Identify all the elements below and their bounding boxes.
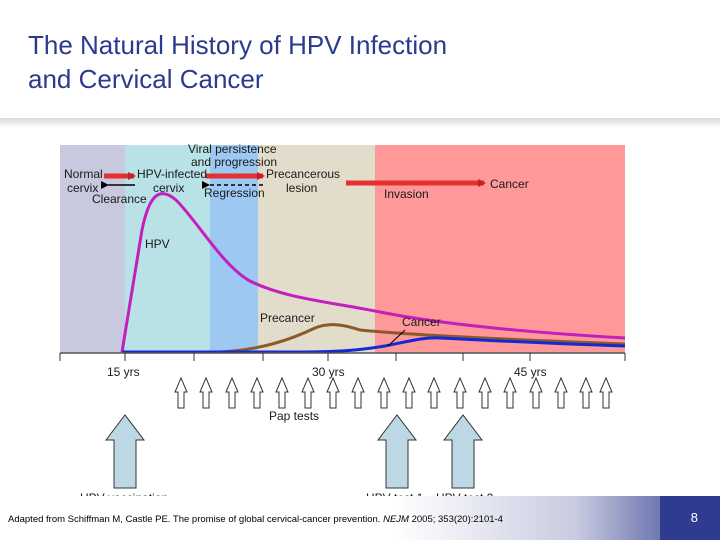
hpv-test-2-arrow-icon	[442, 414, 484, 489]
label-30-yrs: 30 yrs	[312, 365, 345, 379]
pap-arrow-icon	[301, 376, 315, 409]
label-cancer-stage: Cancer	[490, 177, 529, 191]
normal-zone	[60, 145, 125, 353]
timeline-ticks	[59, 353, 626, 361]
label-precancerous: Precancerous	[266, 167, 340, 181]
pap-arrow-icon	[225, 376, 239, 409]
precancer-curve	[122, 323, 626, 354]
label-precancer-curve: Precancer	[260, 311, 315, 325]
label-regression: Regression	[204, 186, 265, 200]
slide-title: The Natural History of HPV Infection and…	[28, 28, 447, 96]
label-45-yrs: 45 yrs	[514, 365, 547, 379]
title-divider	[0, 118, 720, 128]
title-line-2: and Cervical Cancer	[28, 64, 264, 94]
pap-arrow-icon	[377, 376, 391, 409]
cancer-curve	[122, 336, 626, 354]
cancer-label-pointer	[387, 329, 406, 347]
page-number: 8	[660, 496, 720, 540]
pap-test-arrows	[174, 376, 613, 409]
title-line-1: The Natural History of HPV Infection	[28, 30, 448, 60]
label-cancer-curve: Cancer	[402, 315, 441, 329]
pap-arrow-icon	[250, 376, 264, 409]
pap-arrow-icon	[478, 376, 492, 409]
label-15-yrs: 15 yrs	[107, 365, 140, 379]
pap-arrow-icon	[529, 376, 543, 409]
pap-arrow-icon	[579, 376, 593, 409]
pap-arrow-icon	[199, 376, 213, 409]
pap-arrow-icon	[351, 376, 365, 409]
label-persistence-1: Viral persistence	[188, 142, 277, 156]
hpv-vaccination-arrow-icon	[104, 414, 146, 489]
label-invasion: Invasion	[384, 187, 429, 201]
precancer-zone	[258, 145, 375, 353]
footer-band	[0, 496, 720, 540]
citation-journal: NEJM	[383, 514, 409, 525]
hpv-curve	[120, 192, 626, 353]
label-lesion: lesion	[286, 181, 317, 195]
pap-arrow-icon	[402, 376, 416, 409]
label-normal: Normal	[64, 167, 103, 181]
pap-arrow-icon	[453, 376, 467, 409]
regression-zone	[210, 145, 258, 353]
label-clearance: Clearance	[92, 192, 147, 206]
label-cervix-infected: cervix	[153, 181, 184, 195]
pap-arrow-icon	[427, 376, 441, 409]
pap-arrow-icon	[275, 376, 289, 409]
label-cervix-normal: cervix	[67, 181, 98, 195]
citation: Adapted from Schiffman M, Castle PE. The…	[8, 514, 503, 525]
pap-arrow-icon	[326, 376, 340, 409]
label-pap-tests: Pap tests	[269, 409, 319, 423]
pap-arrow-icon	[174, 376, 188, 409]
label-hpv-curve: HPV	[145, 237, 170, 251]
pap-arrow-icon	[599, 376, 613, 409]
citation-tail: 2005; 353(20):2101-4	[408, 514, 503, 525]
hpv-test-1-arrow-icon	[376, 414, 418, 489]
label-hpv-infected: HPV-infected	[137, 167, 207, 181]
label-persistence-2: and progression	[191, 155, 277, 169]
pap-arrow-icon	[503, 376, 517, 409]
pap-arrow-icon	[554, 376, 568, 409]
citation-main: Adapted from Schiffman M, Castle PE. The…	[8, 514, 384, 525]
